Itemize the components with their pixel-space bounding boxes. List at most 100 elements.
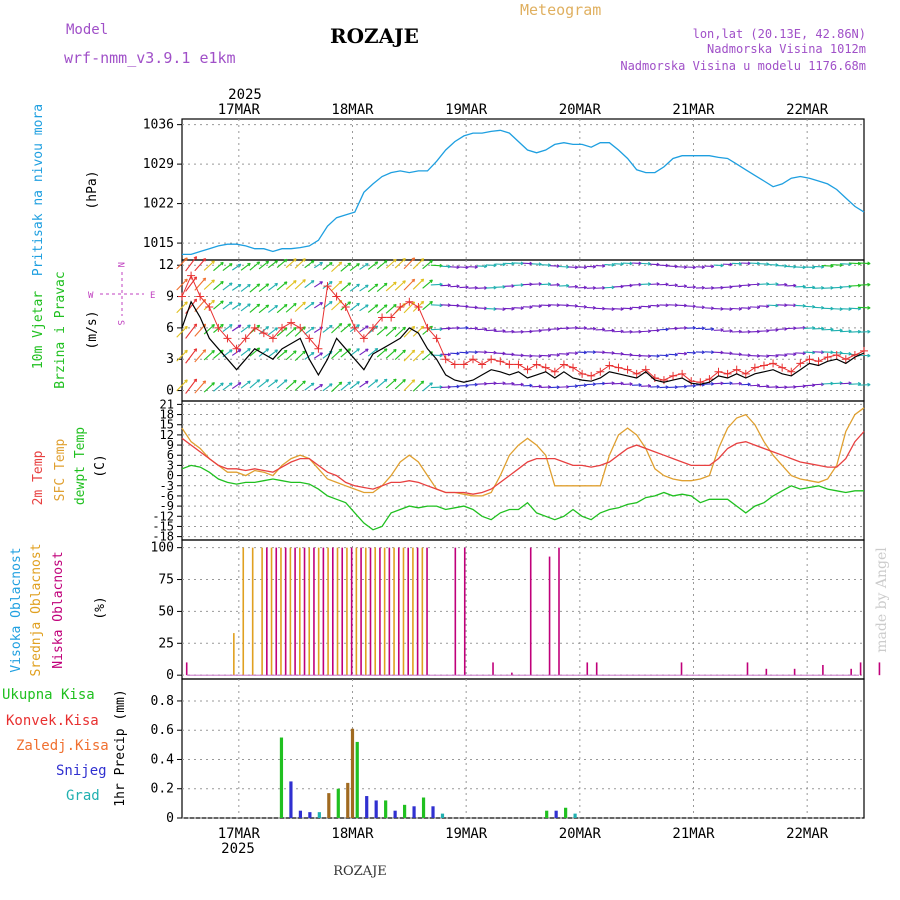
gust-marker <box>287 318 296 327</box>
gust-marker <box>314 344 323 353</box>
wind-arrow-head <box>402 280 406 284</box>
wind-arrow <box>185 276 198 292</box>
wind-arrow-head <box>692 285 696 289</box>
wind-arrow-head <box>329 324 333 329</box>
wind-arrow <box>267 349 278 358</box>
wind-arrow-head <box>247 380 251 385</box>
wind-arrow-head <box>293 280 297 284</box>
wind-arrow <box>767 304 779 307</box>
wind-arrow-head <box>493 328 497 333</box>
wind-arrow <box>430 328 443 331</box>
ytick-label: 12 <box>160 428 174 442</box>
wind-arrow <box>830 264 843 266</box>
wind-arrow-head <box>302 350 306 355</box>
wind-arrow <box>203 324 215 335</box>
gust-marker <box>423 323 432 332</box>
wind-arrow-head <box>211 299 215 304</box>
wind-arrow <box>840 263 852 265</box>
gust-marker <box>268 334 277 343</box>
wind-arrow-head <box>701 350 705 355</box>
wind-arrow-head <box>710 264 715 269</box>
cloud-bars <box>185 547 881 676</box>
gust-marker <box>296 323 305 332</box>
wind-arrow-head <box>784 353 788 358</box>
wind-arrow <box>313 261 323 269</box>
wind-arrow-head <box>184 379 188 383</box>
wind-arrow-head <box>338 280 343 285</box>
wind-arrow <box>367 379 379 388</box>
wind-arrow-head <box>665 282 669 287</box>
wind-arrow <box>240 324 251 333</box>
wind-arrow-head <box>329 300 333 305</box>
pressure-unit: (hPa) <box>85 170 100 209</box>
wind-arrow-head <box>611 328 615 333</box>
gust-marker <box>550 367 559 376</box>
wind-arrow <box>294 350 306 362</box>
wind-arrow-head <box>784 282 788 287</box>
wind-arrow-head <box>247 324 251 328</box>
wind-arrow <box>558 327 570 330</box>
precip-bar-frozen <box>346 782 350 818</box>
wind-arrow-head <box>447 326 451 331</box>
wind-arrow-head <box>674 352 678 357</box>
wind-arrow-head <box>319 352 323 356</box>
wind-arrow <box>222 324 233 332</box>
wind-arrow-head <box>383 260 388 264</box>
wind-arrow-head <box>511 381 515 386</box>
precip-bar-total <box>564 807 568 818</box>
wind-arrow <box>331 348 343 360</box>
wind-arrow-head <box>393 281 397 286</box>
wind-arrow <box>213 300 224 310</box>
ytick-label: 21 <box>160 397 174 411</box>
ytick-label: 25 <box>158 636 174 651</box>
wind-arrow-head <box>256 283 261 287</box>
dewpt-title: dewpt Temp <box>73 427 88 505</box>
wind-arrow-head <box>474 326 478 331</box>
day-label-bottom: 20MAR <box>559 826 602 842</box>
wind-arrow-head <box>429 382 433 386</box>
wind-arrow-head <box>211 382 215 386</box>
wind-arrow <box>813 327 824 330</box>
wind-arrow-head <box>411 325 416 330</box>
wind-arrow <box>640 283 651 286</box>
wind-arrow-head <box>393 378 397 383</box>
wind-arrow-head <box>293 350 297 354</box>
wind-arrow <box>176 301 188 314</box>
wind-arrow-head <box>710 286 715 290</box>
legend-conv: Konvek.Kisa <box>6 713 99 729</box>
wind-arrow <box>558 285 570 287</box>
ytick-label: 100 <box>151 541 174 556</box>
wind-arrow-head <box>465 326 469 330</box>
wind-arrow <box>857 331 871 333</box>
wind-arrow <box>767 329 779 331</box>
wind-arrow-head <box>738 261 742 266</box>
legend-total: Ukupna Kisa <box>2 687 95 703</box>
wind-arrow <box>803 266 816 268</box>
precip-frame <box>181 678 865 819</box>
wind-arrow <box>349 302 360 311</box>
wind-arrow-head <box>592 305 596 310</box>
compass-s: S <box>115 320 125 325</box>
wind-arrow-head <box>302 258 306 262</box>
wind-arrow-head <box>465 350 469 355</box>
credit: made by Angel <box>874 547 890 653</box>
wind-arrow-head <box>420 278 425 283</box>
wind-arrow-head <box>265 283 270 287</box>
wind-arrow <box>604 263 615 266</box>
wind-arrow <box>276 258 288 269</box>
wind-arrow-head <box>547 353 552 358</box>
footer-station: ROZAJE <box>333 864 387 879</box>
compass-n: N <box>115 262 125 267</box>
wind-arrow <box>203 260 215 271</box>
wind-arrow-head <box>293 258 297 262</box>
wind-arrow-head <box>237 382 242 386</box>
wind-arrow-head <box>656 282 660 286</box>
wind-arrow-head <box>583 326 587 330</box>
station-title: ROZAJE <box>330 24 419 48</box>
wind-arrow-head <box>566 283 570 288</box>
gust-marker <box>350 323 359 332</box>
gust-marker <box>359 334 368 343</box>
ytick-label: 1015 <box>143 236 174 251</box>
wind-arrow <box>359 380 369 388</box>
wind-arrow-head <box>738 306 742 311</box>
